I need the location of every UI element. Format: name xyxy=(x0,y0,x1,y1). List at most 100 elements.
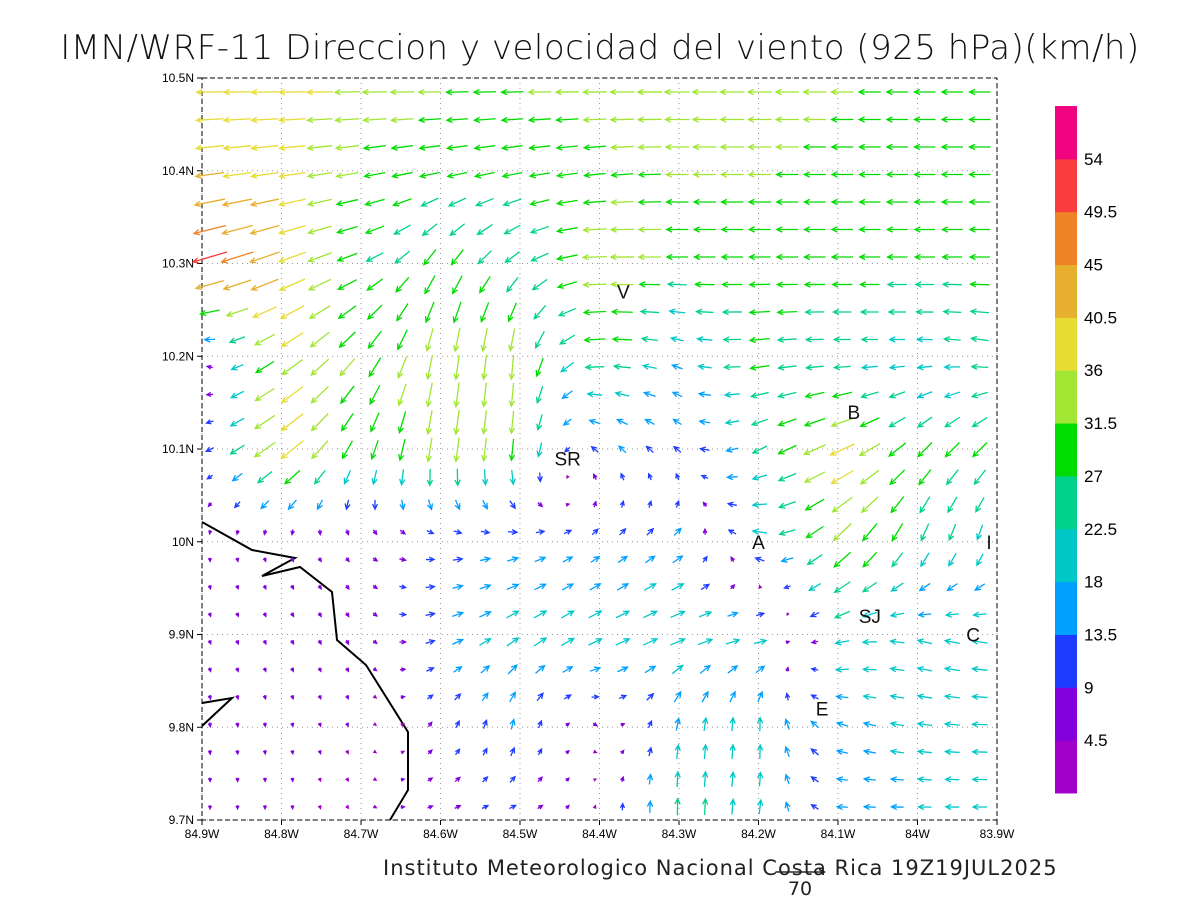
wind-vector xyxy=(804,336,824,343)
wind-vector xyxy=(889,666,905,673)
wind-vector xyxy=(646,799,654,813)
wind-vector xyxy=(777,391,797,399)
wind-vector xyxy=(566,475,570,480)
wind-vector xyxy=(500,88,524,96)
wind-vector xyxy=(757,798,764,814)
wind-vector xyxy=(777,418,797,427)
wind-vector xyxy=(506,277,519,293)
wind-vector xyxy=(861,638,877,646)
wind-vector xyxy=(861,611,878,619)
wind-vector xyxy=(317,722,322,728)
wind-vector xyxy=(916,416,933,428)
wind-vector xyxy=(589,583,602,591)
wind-vector xyxy=(371,469,378,486)
wind-vector xyxy=(940,226,963,233)
wind-vector xyxy=(804,498,825,511)
wind-vector xyxy=(399,556,408,562)
wind-vector xyxy=(916,638,933,645)
wind-vector xyxy=(860,391,879,399)
wind-vector xyxy=(725,638,741,645)
wind-vector xyxy=(809,611,820,618)
wind-vector xyxy=(194,144,224,152)
wind-vector xyxy=(399,611,408,618)
wind-vector xyxy=(452,611,465,618)
wind-vector xyxy=(205,364,213,370)
wind-vector xyxy=(262,639,267,646)
wind-vector xyxy=(889,693,905,700)
wind-vector xyxy=(810,776,819,783)
wind-vector xyxy=(675,472,681,481)
wind-vector xyxy=(221,198,253,208)
wind-vector xyxy=(721,308,742,316)
x-tick-label: 84.6W xyxy=(423,827,458,841)
wind-vector xyxy=(475,197,494,207)
wind-vector xyxy=(970,666,988,673)
wind-vector xyxy=(810,694,819,700)
wind-vector xyxy=(452,301,462,324)
wind-vector xyxy=(942,336,961,343)
wind-vector xyxy=(645,445,654,454)
wind-vector xyxy=(253,441,276,458)
wind-vector xyxy=(222,144,252,151)
x-tick-label: 84.4W xyxy=(582,827,617,841)
wind-vector xyxy=(426,667,435,673)
wind-vector xyxy=(446,171,468,179)
colorbar-swatch xyxy=(1055,634,1077,688)
wind-vector xyxy=(529,199,550,207)
wind-vector xyxy=(500,116,524,124)
wind-vector xyxy=(262,529,268,536)
wind-vector xyxy=(802,444,826,456)
wind-vector xyxy=(262,557,267,563)
wind-vector xyxy=(454,499,461,511)
wind-vector xyxy=(369,384,381,406)
wind-vector xyxy=(398,438,406,462)
y-tick-label: 10.1N xyxy=(162,442,194,456)
wind-vector xyxy=(283,469,301,485)
wind-vector xyxy=(944,776,960,783)
wind-vector xyxy=(278,144,306,151)
wind-vector xyxy=(426,468,434,487)
wind-vector xyxy=(919,496,931,514)
wind-vector xyxy=(858,171,881,178)
wind-vector xyxy=(235,639,240,646)
wind-vector xyxy=(262,584,267,591)
wind-vector xyxy=(642,638,659,646)
wind-vector xyxy=(968,198,991,206)
wind-vector xyxy=(670,638,687,646)
wind-vector xyxy=(861,666,877,673)
wind-vector xyxy=(389,88,415,96)
wind-vector xyxy=(425,410,433,436)
wind-vector xyxy=(943,721,960,728)
wind-vector xyxy=(665,198,689,206)
wind-vector xyxy=(644,418,655,426)
wind-vector xyxy=(943,391,961,399)
wind-vector xyxy=(555,172,578,179)
wind-vector xyxy=(971,748,988,756)
wind-vector xyxy=(588,418,601,425)
colorbar-swatch xyxy=(1055,475,1077,530)
wind-vector xyxy=(372,694,378,699)
wind-vector xyxy=(529,225,550,234)
wind-vector xyxy=(747,143,772,151)
wind-vector xyxy=(620,775,625,783)
wind-vector xyxy=(280,332,304,348)
wind-vector xyxy=(235,557,240,563)
wind-vector xyxy=(725,446,739,453)
wind-vector xyxy=(940,171,963,178)
wind-vector xyxy=(509,500,516,510)
wind-vector xyxy=(832,308,852,316)
wind-vector xyxy=(195,88,224,96)
wind-vector xyxy=(228,336,246,344)
wind-vector xyxy=(589,666,602,673)
wind-vector xyxy=(229,390,245,399)
wind-vector xyxy=(527,116,551,124)
wind-vector xyxy=(857,88,881,96)
wind-vector xyxy=(424,275,436,295)
wind-vector xyxy=(453,666,463,673)
wind-vector xyxy=(207,777,213,783)
wind-vector xyxy=(418,171,440,179)
wind-vector xyxy=(968,171,991,178)
wind-vector xyxy=(207,722,212,729)
wind-vector xyxy=(194,116,224,124)
